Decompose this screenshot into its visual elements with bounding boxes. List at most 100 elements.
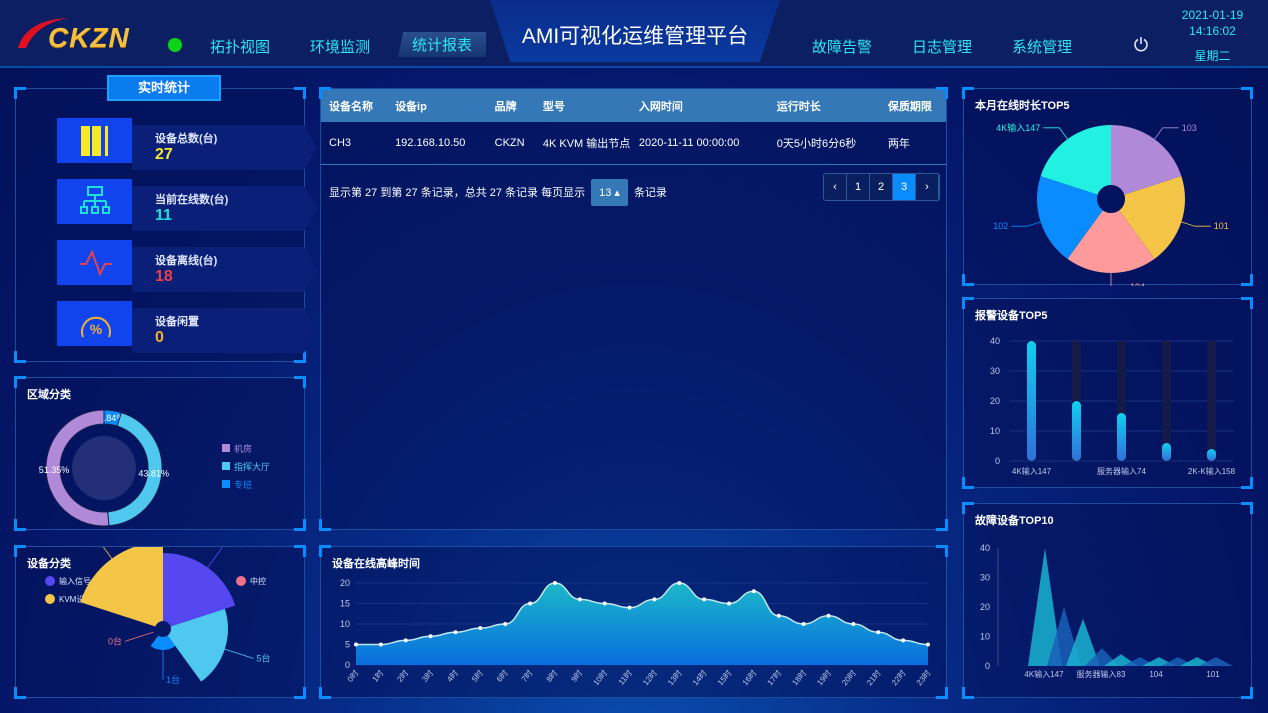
- x-tick-label: 23时: [914, 668, 933, 687]
- table-cell: 两年: [879, 122, 946, 165]
- stat-card: % 设备闲置 0: [57, 301, 317, 353]
- page-button[interactable]: ›: [916, 174, 939, 200]
- power-icon[interactable]: [1133, 36, 1149, 52]
- column-header[interactable]: 设备ip: [387, 89, 487, 122]
- column-header[interactable]: 入网时间: [630, 89, 769, 122]
- data-label: 0台: [108, 635, 122, 646]
- x-tick-label: 3时: [419, 668, 435, 684]
- x-tick-label: 4K输入147: [1012, 466, 1052, 476]
- legend-marker: [236, 576, 246, 586]
- stat-card: 当前在线数(台) 11: [57, 179, 317, 231]
- data-point: [627, 605, 632, 610]
- data-point: [677, 581, 682, 585]
- x-tick-label: 9时: [569, 668, 585, 684]
- x-tick-label: 104: [1149, 670, 1163, 679]
- data-label: 6台: [228, 547, 242, 548]
- legend-swatch: [222, 480, 230, 488]
- x-tick-label: 20时: [839, 668, 858, 687]
- stat-icon-box: [57, 118, 132, 163]
- device-table: 设备名称 设备ip 品牌 型号 入网时间 运行时长 保质期限 CH3 192.168.10.5…: [321, 89, 946, 165]
- data-point: [453, 630, 458, 635]
- column-header[interactable]: 设备名称: [321, 89, 388, 122]
- table-cell: CH3: [321, 122, 388, 165]
- page-button[interactable]: ‹: [824, 174, 847, 200]
- column-header[interactable]: 运行时长: [768, 89, 880, 122]
- nav-system[interactable]: 系统管理: [1012, 39, 1073, 56]
- x-tick-label: 2K-K输入158: [1188, 466, 1236, 476]
- pie-slice: [1111, 125, 1182, 195]
- legend-marker: [45, 576, 55, 586]
- bar: [1207, 449, 1216, 461]
- triangle-bar: [1066, 618, 1100, 666]
- data-point: [801, 622, 806, 626]
- x-tick-label: 服务器输入74: [1097, 466, 1146, 476]
- nav-environment[interactable]: 环境监测: [310, 39, 371, 56]
- pager-text: 显示第 27 到第 27 条记录，总共 27 条记录 每页显示: [329, 187, 586, 199]
- x-tick-label: 服务器输入83: [1077, 669, 1126, 679]
- bar-background: [1117, 341, 1126, 461]
- inner-disc: [72, 436, 136, 500]
- column-header[interactable]: 品牌: [486, 89, 535, 122]
- device-type-panel: 设备分类 输入信号输出信号拼接墙信号中控KVM设备6台5台1台0台7台: [14, 545, 306, 699]
- data-point: [652, 597, 657, 602]
- rose-slice: [150, 635, 176, 650]
- bar: [1117, 413, 1126, 461]
- stat-bar: [132, 247, 317, 292]
- nav-logs[interactable]: 日志管理: [912, 39, 973, 56]
- stat-icon-box: [57, 240, 132, 285]
- data-point: [503, 622, 508, 626]
- data-label: 104: [1130, 282, 1145, 286]
- stat-label: 设备离线(台): [155, 255, 218, 267]
- pie-slice: [1067, 210, 1155, 273]
- stat-value: 18: [155, 268, 173, 285]
- data-point: [776, 613, 781, 618]
- table-row[interactable]: CH3 192.168.10.50 CKZN 4K KVM 输出节点 2020-11-1…: [321, 122, 946, 165]
- label-line: [1181, 221, 1211, 227]
- legend-marker: [45, 594, 55, 604]
- column-header[interactable]: 保质期限: [879, 89, 946, 122]
- x-tick-label: 2时: [395, 668, 411, 684]
- page-size-select[interactable]: 13 ▴: [591, 179, 628, 206]
- nav-reports[interactable]: 统计报表: [398, 32, 487, 57]
- online-top5-panel: 本月在线时长TOP5 103 101 104 102 4K输入147: [962, 87, 1253, 286]
- rose-slice: [167, 608, 228, 682]
- data-point: [354, 642, 358, 647]
- stat-label: 设备总数(台): [155, 133, 218, 145]
- data-point: [926, 642, 930, 647]
- nav-alarms[interactable]: 故障告警: [812, 39, 873, 56]
- data-point: [478, 626, 483, 631]
- weekday: 星期二: [1194, 49, 1231, 63]
- data-point: [751, 589, 756, 594]
- data-point: [901, 638, 906, 643]
- label-line: [1110, 273, 1112, 286]
- x-tick-label: 7时: [519, 668, 535, 684]
- triangle-bar: [1199, 657, 1233, 666]
- stat-icon-box: [57, 179, 132, 224]
- data-label: 103: [1182, 123, 1197, 133]
- x-tick-label: 19时: [815, 668, 834, 687]
- page-button[interactable]: 2: [870, 174, 893, 200]
- page-button[interactable]: 3: [893, 174, 916, 200]
- stat-bar: [132, 125, 317, 170]
- online-top5-pie-chart: 103 101 104 102 4K输入147: [993, 122, 1229, 286]
- logo-text: CKZN: [48, 22, 130, 53]
- column-header[interactable]: 型号: [534, 89, 631, 122]
- bar: [1162, 443, 1171, 461]
- panel-title: 设备在线高峰时间: [332, 558, 420, 570]
- y-tick-label: 0: [345, 660, 350, 670]
- legend-swatch: [222, 462, 230, 470]
- alarm-top5-bar-chart: 0 10 20 30 40 4K输入147 服务器输入74 2K-K输入158: [990, 336, 1236, 476]
- x-tick-label: 11时: [616, 668, 634, 687]
- stat-bar: [132, 308, 317, 353]
- x-tick-label: 5时: [469, 668, 485, 684]
- nav-topology[interactable]: 拓扑视图: [210, 39, 271, 56]
- label-line: [1011, 221, 1041, 227]
- table-cell: 192.168.10.50: [387, 122, 487, 165]
- data-label: 51.35%: [39, 465, 70, 475]
- data-point: [552, 581, 557, 585]
- stat-bar: [132, 186, 317, 231]
- donut-slice: [45, 409, 110, 527]
- x-tick-label: 101: [1206, 670, 1220, 679]
- page-button[interactable]: 1: [847, 174, 870, 200]
